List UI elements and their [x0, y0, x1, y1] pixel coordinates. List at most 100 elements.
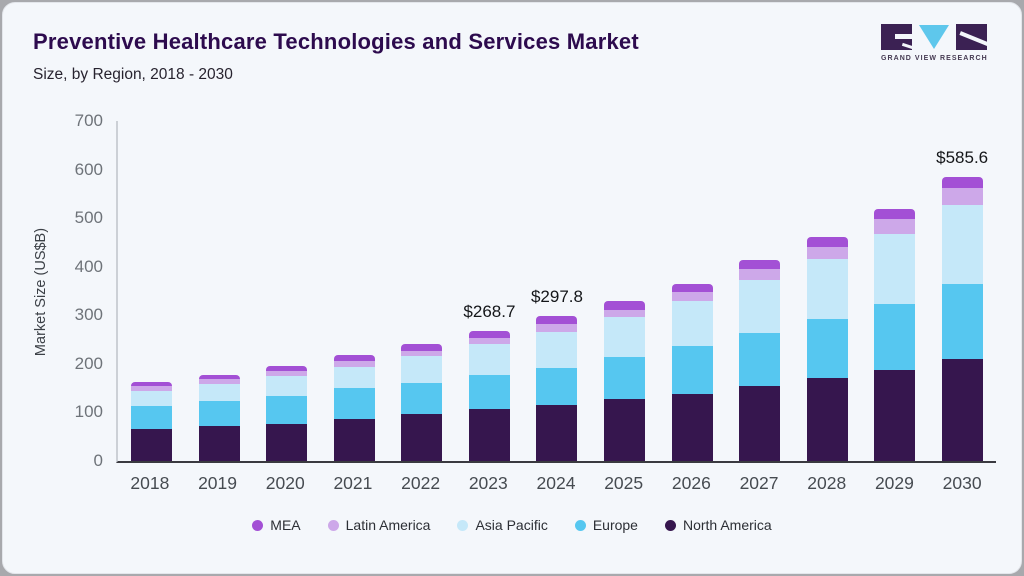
segment-2023-north-america[interactable]	[468, 408, 510, 461]
bar-slot-2020	[253, 121, 321, 461]
segment-2022-mea[interactable]	[401, 343, 443, 351]
segment-2022-north-america[interactable]	[401, 414, 443, 461]
bar-2028[interactable]	[806, 237, 848, 461]
legend-item-latin-america[interactable]: Latin America	[327, 517, 431, 533]
legend-label: Asia Pacific	[475, 517, 548, 533]
segment-2020-mea[interactable]	[266, 366, 308, 372]
segment-2022-asia-pacific[interactable]	[401, 355, 443, 383]
segment-2022-europe[interactable]	[401, 382, 443, 415]
bar-2026[interactable]	[671, 283, 713, 461]
segment-2029-europe[interactable]	[874, 304, 916, 370]
segment-2018-north-america[interactable]	[131, 428, 173, 461]
segment-2027-europe[interactable]	[739, 333, 781, 387]
segment-2018-mea[interactable]	[131, 382, 173, 387]
segment-2027-mea[interactable]	[739, 260, 781, 270]
segment-2030-mea[interactable]	[941, 176, 983, 189]
segment-2021-mea[interactable]	[333, 355, 375, 362]
segment-2030-latin-america[interactable]	[941, 188, 983, 205]
segment-2023-asia-pacific[interactable]	[468, 344, 510, 376]
segment-2023-europe[interactable]	[468, 375, 510, 409]
bar-2018[interactable]	[131, 382, 173, 461]
segment-2028-mea[interactable]	[806, 237, 848, 247]
legend-item-mea[interactable]: MEA	[252, 517, 301, 533]
segment-2028-north-america[interactable]	[806, 378, 848, 461]
segment-2028-europe[interactable]	[806, 319, 848, 379]
bar-2027[interactable]	[739, 260, 781, 461]
bar-2025[interactable]	[603, 301, 645, 461]
segment-2019-latin-america[interactable]	[198, 379, 240, 384]
segment-2026-north-america[interactable]	[671, 393, 713, 461]
legend-label: Latin America	[345, 517, 431, 533]
segment-2025-asia-pacific[interactable]	[603, 317, 645, 358]
bar-slot-2018	[118, 121, 186, 461]
segment-2025-europe[interactable]	[603, 357, 645, 400]
segment-2025-north-america[interactable]	[603, 399, 645, 461]
x-label-2025: 2025	[604, 473, 644, 493]
segment-2029-asia-pacific[interactable]	[874, 233, 916, 305]
segment-2019-asia-pacific[interactable]	[198, 383, 240, 401]
bar-2029[interactable]	[874, 208, 916, 461]
segment-2024-europe[interactable]	[536, 367, 578, 406]
segment-2024-north-america[interactable]	[536, 405, 578, 461]
bar-2023[interactable]	[468, 330, 510, 461]
segment-2021-north-america[interactable]	[333, 418, 375, 461]
legend-dot-icon	[664, 519, 676, 531]
bar-2020[interactable]	[266, 366, 308, 461]
value-label-2030: $585.6	[936, 147, 989, 167]
x-label-2020: 2020	[265, 473, 305, 493]
bar-2021[interactable]	[333, 355, 375, 461]
segment-2021-asia-pacific[interactable]	[333, 366, 375, 389]
segment-2018-asia-pacific[interactable]	[131, 390, 173, 407]
segment-2030-europe[interactable]	[941, 284, 983, 359]
segment-2027-latin-america[interactable]	[739, 269, 781, 281]
segment-2020-europe[interactable]	[266, 395, 308, 424]
segment-2028-asia-pacific[interactable]	[806, 259, 848, 320]
x-axis-labels: 2018 2019 2020 2021 2022 2023 2024 2025 2026 2027…	[116, 473, 996, 494]
bar-slot-2029	[861, 121, 929, 461]
segment-2019-mea[interactable]	[198, 374, 240, 380]
segment-2022-latin-america[interactable]	[401, 350, 443, 356]
segment-2029-mea[interactable]	[874, 208, 916, 220]
segment-2026-asia-pacific[interactable]	[671, 300, 713, 346]
segment-2018-europe[interactable]	[131, 406, 173, 429]
y-tick-300: 300	[74, 305, 103, 325]
x-label-2024: 2024	[536, 473, 576, 493]
segment-2023-mea[interactable]	[468, 330, 510, 339]
segment-2020-latin-america[interactable]	[266, 371, 308, 377]
segment-2020-asia-pacific[interactable]	[266, 376, 308, 396]
segment-2027-north-america[interactable]	[739, 386, 781, 461]
segment-2021-latin-america[interactable]	[333, 361, 375, 367]
segment-2024-latin-america[interactable]	[536, 324, 578, 332]
bar-2022[interactable]	[401, 343, 443, 461]
legend-item-europe[interactable]: Europe	[574, 517, 638, 533]
bar-slot-2027	[726, 121, 794, 461]
x-label-2023: 2023	[468, 473, 508, 493]
legend-item-asia-pacific[interactable]: Asia Pacific	[457, 517, 548, 533]
segment-2019-north-america[interactable]	[198, 426, 240, 461]
segment-2030-asia-pacific[interactable]	[941, 204, 983, 285]
bar-2019[interactable]	[198, 374, 240, 461]
segment-2027-asia-pacific[interactable]	[739, 280, 781, 334]
segment-2021-europe[interactable]	[333, 388, 375, 419]
segment-2026-latin-america[interactable]	[671, 292, 713, 301]
segment-2026-europe[interactable]	[671, 345, 713, 394]
segment-2025-latin-america[interactable]	[603, 309, 645, 318]
bar-2030[interactable]	[941, 176, 983, 461]
segment-2023-latin-america[interactable]	[468, 338, 510, 345]
segment-2019-europe[interactable]	[198, 400, 240, 427]
segment-2025-mea[interactable]	[603, 301, 645, 310]
bar-slot-2024: $297.8	[523, 121, 591, 461]
segment-2024-mea[interactable]	[536, 316, 578, 325]
segment-2029-north-america[interactable]	[874, 369, 916, 461]
segment-2020-north-america[interactable]	[266, 423, 308, 461]
segment-2024-asia-pacific[interactable]	[536, 331, 578, 368]
segment-2029-latin-america[interactable]	[874, 219, 916, 234]
segment-2026-mea[interactable]	[671, 283, 713, 293]
legend-label: Europe	[592, 517, 638, 533]
legend-item-north-america[interactable]: North America	[664, 517, 772, 533]
segment-2028-latin-america[interactable]	[806, 246, 848, 260]
segment-2018-latin-america[interactable]	[131, 386, 173, 391]
bar-2024[interactable]	[536, 316, 578, 461]
segment-2030-north-america[interactable]	[941, 358, 983, 461]
